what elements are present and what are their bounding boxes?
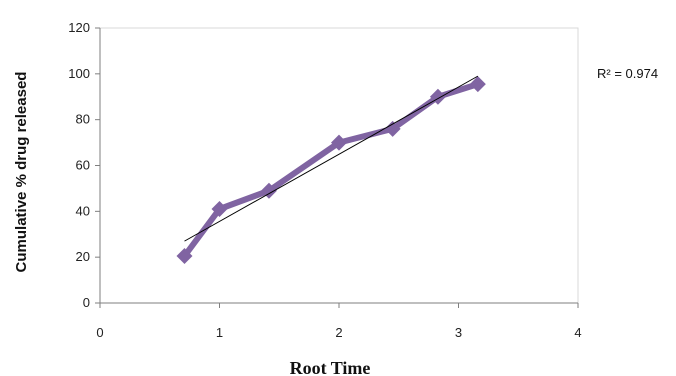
series-points [176, 76, 486, 265]
x-axis-label: Root Time [290, 358, 371, 376]
x-tick-label: 4 [574, 325, 581, 340]
data-point [331, 134, 347, 151]
y-tick-label: 0 [83, 295, 90, 310]
y-tick-label: 40 [76, 203, 90, 218]
y-tick-label: 100 [68, 66, 90, 81]
x-tick-label: 2 [335, 325, 342, 340]
x-tick-label: 1 [216, 325, 223, 340]
x-axis: 0 1 2 3 4 [96, 302, 582, 340]
y-tick-label: 80 [76, 112, 90, 127]
r-squared-annotation: R² = 0.974 [597, 66, 658, 81]
data-point [211, 201, 228, 218]
data-point [469, 76, 486, 93]
y-axis-label: Cumulative % drug released [13, 72, 30, 273]
y-tick-label: 60 [76, 158, 90, 173]
trendline [184, 75, 479, 242]
y-tick-label: 20 [76, 249, 90, 264]
y-tick-label: 120 [68, 20, 90, 35]
data-point [176, 248, 193, 265]
x-tick-label: 0 [96, 325, 103, 340]
x-tick-label: 3 [455, 325, 462, 340]
data-point [384, 120, 401, 137]
data-point [260, 182, 277, 199]
plot-area [99, 27, 579, 304]
y-axis: 0 20 40 60 80 100 120 [68, 20, 101, 310]
